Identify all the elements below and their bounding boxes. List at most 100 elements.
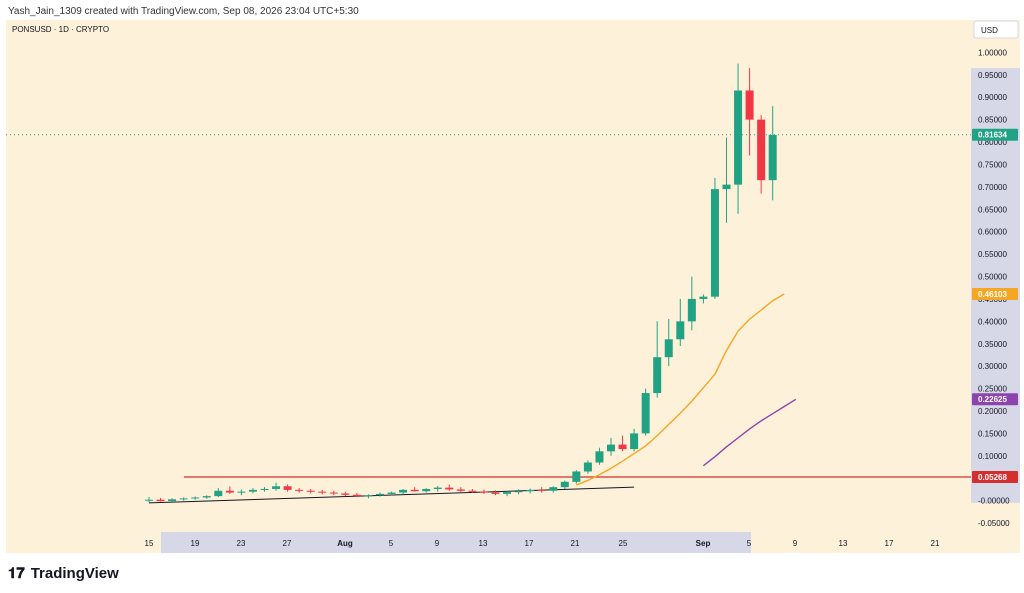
y-tick-label: 0.50000	[978, 273, 1007, 282]
y-tick-label: 0.70000	[978, 183, 1007, 192]
candle-body[interactable]	[537, 489, 546, 491]
x-tick-label: 23	[237, 539, 246, 548]
price-label: 0.22625	[978, 395, 1007, 404]
candle-body[interactable]	[156, 499, 165, 502]
candle-body[interactable]	[560, 481, 569, 488]
y-tick-label: -0.00000	[978, 497, 1010, 506]
candle-body[interactable]	[168, 499, 177, 502]
x-tick-label: Sep	[696, 539, 711, 548]
y-tick-label: 0.35000	[978, 340, 1007, 349]
candle-body[interactable]	[248, 489, 257, 492]
time-axis-highlight	[161, 532, 751, 553]
candle-body[interactable]	[710, 189, 719, 297]
price-label-box	[972, 471, 1018, 484]
candle-body[interactable]	[433, 487, 442, 489]
x-tick-label: 9	[435, 539, 440, 548]
candle-body[interactable]	[145, 499, 153, 501]
candle-body[interactable]	[572, 471, 581, 482]
candle-body[interactable]	[687, 298, 696, 322]
y-tick-label: 0.10000	[978, 452, 1007, 461]
x-tick-label: 5	[389, 539, 394, 548]
attribution-text: Yash_Jain_1309 created with TradingView.…	[8, 6, 359, 17]
tradingview-logo-text: TradingView	[30, 564, 119, 582]
candle-body[interactable]	[618, 444, 627, 450]
ema-slow-line[interactable]	[702, 398, 797, 467]
candle-body[interactable]	[191, 497, 200, 499]
candle-body[interactable]	[295, 489, 304, 491]
candle-body[interactable]	[503, 492, 512, 494]
x-tick-label: 13	[839, 539, 848, 548]
x-tick-label: 17	[885, 539, 894, 548]
candle-body[interactable]	[468, 490, 477, 492]
y-tick-label: 0.15000	[978, 429, 1007, 438]
candle-body[interactable]	[399, 489, 408, 493]
usd-button[interactable]	[973, 20, 1019, 39]
candle-body[interactable]	[745, 90, 754, 120]
y-tick-label: 1.00000	[978, 48, 1007, 57]
candle-body[interactable]	[352, 494, 361, 497]
y-tick-label: 0.85000	[978, 116, 1007, 125]
candle-body[interactable]	[479, 491, 488, 493]
y-tick-label: 0.60000	[978, 228, 1007, 237]
y-tick-label: 0.55000	[978, 250, 1007, 259]
candle-body[interactable]	[260, 488, 269, 490]
tradingview-mark-icon: 𝟏𝟕	[8, 564, 25, 582]
x-tick-label: 9	[793, 539, 798, 548]
candle-body[interactable]	[202, 496, 211, 498]
x-tick-label: 15	[145, 539, 154, 548]
candle-body[interactable]	[225, 490, 234, 493]
candle-body[interactable]	[607, 444, 615, 452]
x-tick-label: 19	[191, 539, 200, 548]
candle-body[interactable]	[376, 493, 384, 496]
candlestick-chart[interactable]: PONSUSD · 1D · CRYPTO -0.05000 -0.00000 0.…	[6, 20, 1020, 553]
candle-body[interactable]	[272, 486, 281, 489]
usd-button-label: USD	[981, 26, 998, 35]
candle-body[interactable]	[364, 495, 373, 497]
x-tick-label: 13	[479, 539, 488, 548]
candle-body[interactable]	[329, 492, 338, 494]
plot-background	[6, 20, 971, 532]
candle-body[interactable]	[456, 489, 465, 491]
candle-body[interactable]	[734, 90, 743, 185]
y-tick-label: -0.05000	[978, 519, 1010, 528]
candle-body[interactable]	[237, 491, 246, 493]
candle-body[interactable]	[422, 488, 431, 492]
candle-body[interactable]	[318, 491, 327, 493]
candle-body[interactable]	[283, 486, 292, 490]
price-label: 0.46103	[978, 290, 1007, 299]
x-tick-label: 25	[619, 539, 628, 548]
candle-body[interactable]	[676, 321, 685, 340]
candle-body[interactable]	[699, 296, 708, 299]
candle-body[interactable]	[595, 451, 604, 463]
chart-area[interactable]: PONSUSD · 1D · CRYPTO -0.05000 -0.00000 0.…	[6, 20, 1020, 553]
candle-body[interactable]	[491, 492, 500, 494]
candle-body[interactable]	[387, 492, 396, 494]
candle-body[interactable]	[410, 489, 419, 492]
candle-body[interactable]	[722, 184, 731, 190]
candle-body[interactable]	[664, 339, 673, 358]
y-tick-label: 0.95000	[978, 71, 1007, 80]
y-tick-label: 0.20000	[978, 407, 1007, 416]
candle-body[interactable]	[583, 462, 592, 472]
x-tick-label: 17	[525, 539, 534, 548]
candle-body[interactable]	[526, 489, 535, 492]
candle-body[interactable]	[549, 487, 558, 491]
candle-body[interactable]	[306, 490, 315, 492]
candle-body[interactable]	[179, 498, 188, 500]
candle-body[interactable]	[768, 134, 777, 181]
candle-body[interactable]	[214, 490, 223, 497]
price-label: 0.81634	[978, 131, 1007, 140]
candle-body[interactable]	[445, 487, 454, 490]
candle-body[interactable]	[641, 393, 650, 434]
candle-body[interactable]	[653, 357, 662, 394]
candle-body[interactable]	[341, 493, 350, 495]
price-label-box	[972, 393, 1018, 406]
y-tick-label: 0.90000	[978, 93, 1007, 102]
candle-body[interactable]	[514, 491, 523, 493]
candle-body[interactable]	[757, 119, 766, 181]
ema-fast-line[interactable]	[576, 293, 785, 486]
price-label-box	[972, 287, 1018, 300]
y-tick-label: 0.25000	[978, 385, 1007, 394]
candle-body[interactable]	[630, 433, 639, 450]
tradingview-logo[interactable]: 𝟏𝟕 TradingView	[8, 564, 119, 582]
